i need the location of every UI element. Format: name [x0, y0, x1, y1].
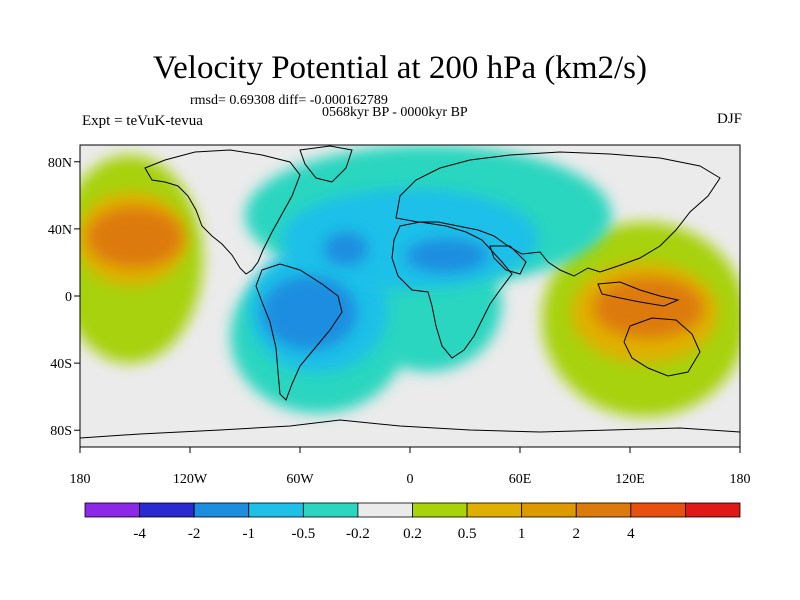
colorbar-swatch: [575, 502, 632, 518]
colorbar-label: 1: [518, 526, 526, 542]
lon-tick-label: 180: [70, 472, 91, 487]
contour-pacific-west-positive-core: [87, 207, 183, 268]
colorbar-swatch: [193, 502, 250, 518]
contour-indo-pacific-positive-core: [593, 277, 704, 338]
experiment-label: Expt = teVuK-tevua: [82, 113, 203, 129]
lon-tick-label: 120E: [615, 472, 645, 487]
season-label: DJF: [716, 111, 742, 127]
rmsd-stats: rmsd= 0.69308 diff= -0.000162789: [190, 93, 388, 108]
lat-tick-label: 80S: [50, 424, 72, 439]
colorbar-label: -4: [133, 526, 146, 542]
lon-tick-label: 180: [730, 472, 751, 487]
colorbar-swatch: [139, 502, 195, 518]
contour-africa-north-negative-core: [406, 238, 487, 273]
contour-americas-negative-core: [261, 275, 357, 350]
contour-fill-layer: [80, 145, 740, 417]
contour-atlantic-north-negative-core: [323, 232, 368, 266]
colorbar-label: -2: [188, 526, 201, 542]
colorbar-swatch: [248, 502, 304, 518]
contour-eurasia-negative-mid: [281, 188, 539, 290]
colorbar-swatch: [466, 502, 523, 518]
lon-tick-label: 120W: [173, 472, 208, 487]
period-label: 0568kyr BP - 0000kyr BP: [322, 105, 468, 120]
coastline-south-america: [255, 263, 343, 401]
coastline-arabia: [489, 245, 527, 275]
colorbar-label: -0.2: [346, 526, 370, 542]
coastline-greenland: [299, 145, 353, 183]
longitude-axis: 180 120W 60W 0 60E 120E 180: [70, 447, 751, 487]
colorbar-label: 0.2: [403, 526, 422, 542]
lon-tick-label: 60W: [286, 472, 314, 487]
colorbar-label: -1: [243, 526, 256, 542]
coastline-africa: [391, 221, 513, 359]
colorbar: -4 -2 -1 -0.5 -0.2 0.2 0.5 1 2 4: [84, 502, 741, 542]
colorbar-label: 0.5: [458, 526, 477, 542]
lon-tick-label: 0: [407, 472, 414, 487]
lat-tick-label: 40N: [48, 223, 72, 238]
coastline-layer: [80, 145, 740, 439]
colorbar-swatch: [302, 502, 359, 518]
colorbar-swatch: [357, 502, 413, 518]
coastline-australia: [623, 317, 701, 377]
coastline-maritime: [597, 281, 680, 307]
colorbar-label: 4: [627, 526, 635, 542]
coastline-antarctica: [80, 419, 740, 439]
coastline-north-america: [144, 149, 301, 275]
colorbar-label: 2: [573, 526, 581, 542]
colorbar-swatch: [630, 502, 686, 518]
lat-tick-label: 0: [65, 290, 72, 305]
plot-title: Velocity Potential at 200 hPa (km2/s): [152, 50, 648, 86]
lat-tick-label: 40S: [50, 357, 72, 372]
latitude-axis: 80N 40N 0 40S 80S: [48, 156, 80, 439]
colorbar-label: -0.5: [291, 526, 315, 542]
coastline-eurasia: [395, 151, 721, 277]
colorbar-swatch: [84, 502, 140, 518]
lon-tick-label: 60E: [509, 472, 532, 487]
colorbar-swatch: [412, 502, 468, 518]
colorbar-swatch: [685, 502, 741, 518]
lat-tick-label: 80N: [48, 156, 72, 171]
colorbar-swatch: [521, 502, 577, 518]
